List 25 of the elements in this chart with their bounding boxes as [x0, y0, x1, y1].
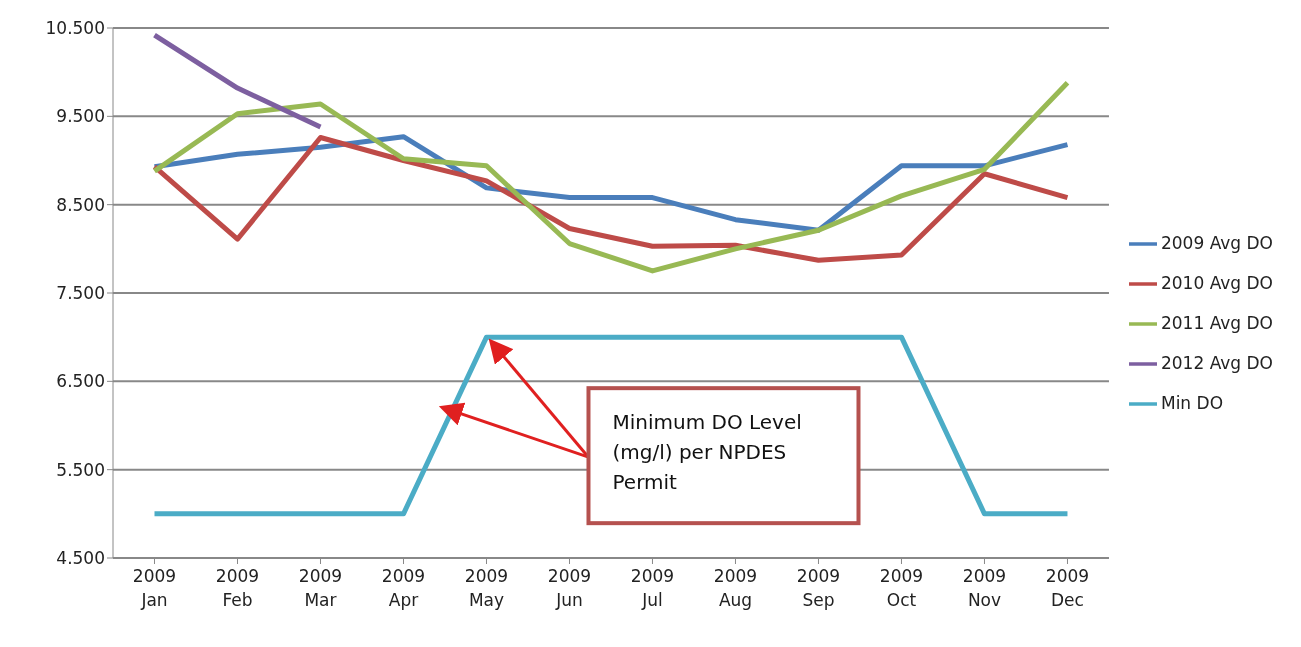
- x-tick-label: 2009 Apr: [381, 566, 426, 610]
- x-tick-label: 2009 Jun: [547, 566, 592, 610]
- x-tick-label: 2009 Sep: [796, 566, 841, 610]
- x-tick-label: 2009 Oct: [879, 566, 924, 610]
- x-tick-label: 2009 Nov: [962, 566, 1007, 610]
- x-tick-label: 2009 Feb: [215, 566, 260, 610]
- legend-label: 2009 Avg DO: [1160, 233, 1273, 253]
- legend-label: Min DO: [1160, 393, 1224, 413]
- legend-label: 2012 Avg DO: [1160, 353, 1273, 373]
- x-tick-label: 2009 Mar: [298, 566, 343, 610]
- y-tick-label: 10.500: [45, 18, 105, 39]
- x-tick-label: 2009 Aug: [713, 566, 758, 610]
- x-tick-label: 2009 Jan: [132, 566, 177, 610]
- x-tick-label: 2009 Dec: [1045, 566, 1090, 610]
- y-tick-label: 9.500: [56, 106, 105, 127]
- y-tick-label: 5.500: [56, 459, 105, 480]
- x-tick-label: 2009 May: [464, 566, 509, 610]
- annotation: Minimum DO Level (mg/l) per NPDES Permit: [612, 410, 802, 495]
- y-tick-label: 8.500: [56, 194, 105, 215]
- y-tick-label: 6.500: [56, 371, 105, 392]
- x-tick-label: 2009 Jul: [630, 566, 675, 610]
- y-tick-label: 7.500: [56, 283, 105, 304]
- legend-label: 2011 Avg DO: [1160, 313, 1273, 333]
- y-tick-label: 4.500: [56, 548, 105, 569]
- legend-label: 2010 Avg DO: [1160, 273, 1273, 293]
